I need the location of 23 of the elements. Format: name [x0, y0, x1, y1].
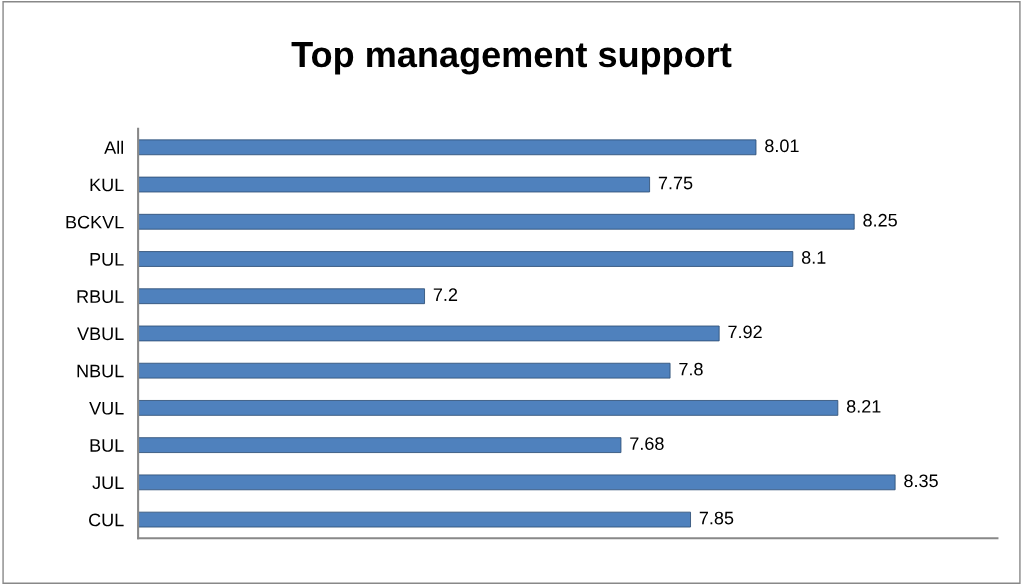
- data-label: 7.75: [658, 176, 693, 190]
- data-label: 7.8: [679, 362, 703, 376]
- y-tick-label: All: [104, 140, 124, 154]
- y-tick-label: JUL: [92, 476, 124, 490]
- data-label: 8.35: [904, 474, 938, 488]
- y-tick-label: RBUL: [77, 290, 124, 303]
- data-label: 7.68: [630, 437, 664, 450]
- y-tick-label: PUL: [90, 253, 124, 266]
- y-tick-label: VBUL: [77, 327, 124, 341]
- y-tick-label: NBUL: [77, 364, 124, 378]
- y-tick-label: VUL: [89, 402, 124, 415]
- data-label: 7.85: [699, 511, 734, 525]
- data-label: 7.92: [728, 325, 762, 339]
- chart-title: Top management support: [291, 42, 732, 75]
- data-label: 7.2: [433, 288, 458, 301]
- y-tick-label: CUL: [89, 513, 124, 527]
- y-tick-label: KUL: [90, 178, 124, 192]
- data-label: 8.21: [846, 399, 881, 413]
- data-label: 8.1: [801, 251, 826, 264]
- data-label: 8.01: [765, 139, 799, 153]
- y-tick-label: BUL: [90, 439, 124, 452]
- data-label: 8.25: [863, 213, 897, 227]
- y-tick-label: BCKVL: [66, 215, 124, 229]
